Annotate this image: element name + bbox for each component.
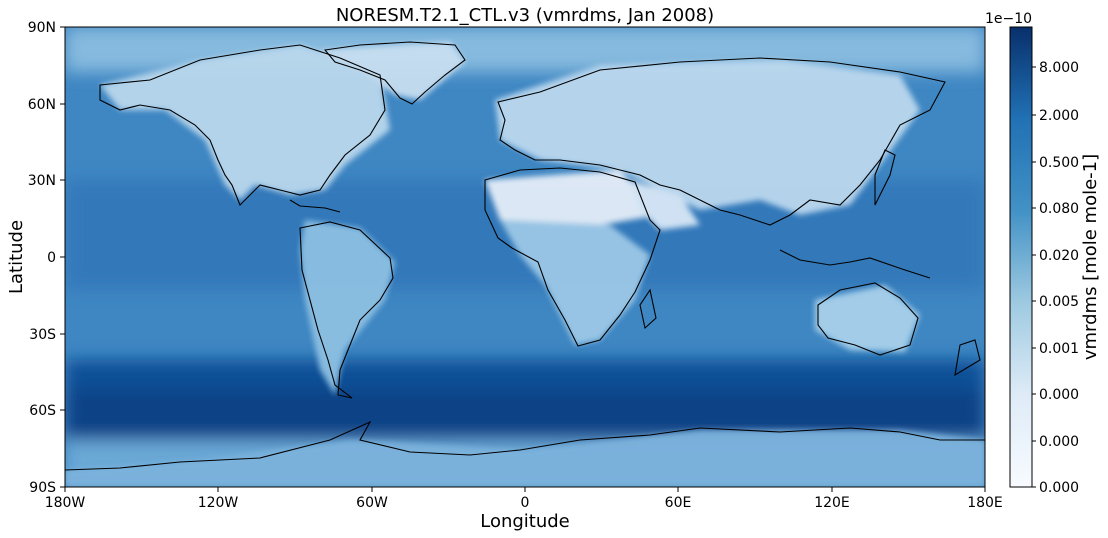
colorbar-label: vmrdms [mole mole-1] [1080,154,1101,360]
y-axis: 90N 60N 30N 0 30S 60S 90S [28,20,65,496]
colorbar-tick-label: 0.005 [1039,294,1079,310]
y-tick-label: 30N [28,173,56,189]
land-north-america [100,45,390,200]
colorbar-exponent: 1e−10 [985,11,1032,27]
land-antarctica [65,430,985,487]
y-tick-label: 90S [29,480,56,496]
x-tick-label: 0 [521,495,530,511]
x-tick-label: 180W [45,495,86,511]
map-field [65,27,985,487]
x-tick-label: 180E [967,495,1003,511]
chart-title: NORESM.T2.1_CTL.v3 (vmrdms, Jan 2008) [336,5,714,26]
colorbar-tick-label: 0.001 [1039,341,1079,357]
colorbar-tick-label: 0.000 [1039,434,1079,450]
x-axis: 180W 120W 60W 0 60E 120E 180E [45,487,1003,511]
coastlines [65,41,985,471]
x-tick-label: 120W [198,495,239,511]
colorbar-tick-label: 0.500 [1039,155,1079,171]
x-axis-label: Longitude [480,511,570,532]
land-greenland [320,42,465,100]
colorbar-tick-label: 0.080 [1039,201,1079,217]
land-arabia [630,180,700,230]
colorbar-tick-label: 8.000 [1039,60,1079,76]
colorbar-gradient [1009,26,1033,488]
x-tick-label: 60W [356,495,388,511]
land-south-america [300,220,395,395]
colorbar-tick-label: 0.000 [1039,387,1079,403]
x-tick-label: 60E [665,495,692,511]
y-tick-label: 90N [28,20,56,36]
colorbar-tick-label: 0.000 [1039,480,1079,496]
colorbar: 1e−10 8.000 2.000 0.500 0.080 0.020 0.00… [985,11,1101,496]
land-eurasia [495,60,920,215]
y-tick-label: 0 [47,250,56,266]
x-tick-label: 120E [814,495,850,511]
land-sahara [485,170,660,225]
y-tick-label: 60N [28,97,56,113]
colorbar-tick-label: 0.020 [1039,248,1079,264]
y-tick-label: 30S [29,327,56,343]
y-axis-label: Latitude [6,220,27,294]
y-tick-label: 60S [29,403,56,419]
land-africa [500,220,650,345]
land-australia [815,285,920,352]
colorbar-tick-label: 2.000 [1039,108,1079,124]
